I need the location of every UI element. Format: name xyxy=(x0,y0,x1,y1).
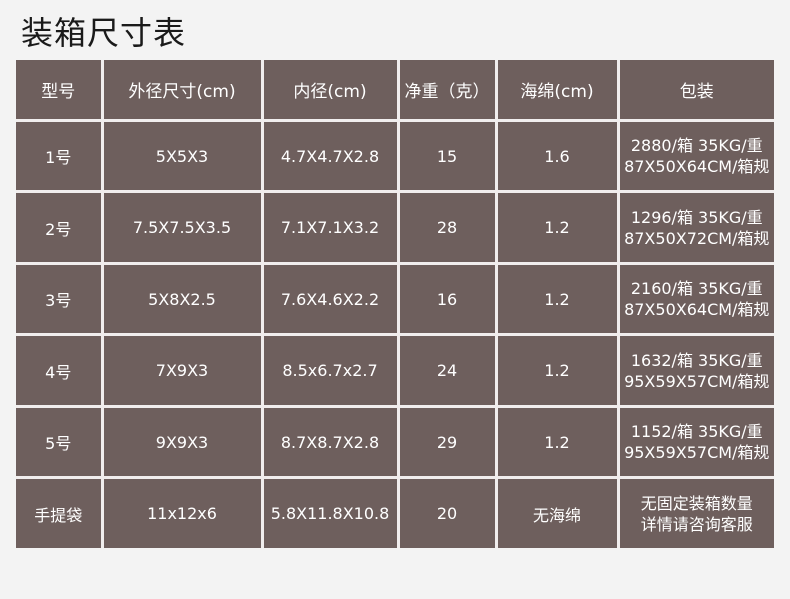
packaging-line-1: 无固定装箱数量 xyxy=(640,493,753,513)
cell-outer-size: 11x12x6 xyxy=(100,476,264,548)
cell-inner-size: 4.7X4.7X2.8 xyxy=(260,118,400,194)
packaging-line-1: 2160/箱 35KG/重 xyxy=(630,279,763,299)
packaging-line-2: 详情请咨询客服 xyxy=(640,514,753,534)
cell-net-weight: 20 xyxy=(396,476,498,548)
table-row: 2号 7.5X7.5X3.5 7.1X7.1X3.2 28 1.2 1296/箱… xyxy=(16,190,774,265)
cell-model: 手提袋 xyxy=(16,476,104,548)
cell-outer-size: 5X5X3 xyxy=(100,118,264,194)
header-outer-size: 外径尺寸(cm) xyxy=(100,60,264,122)
cell-sponge: 1.2 xyxy=(494,404,620,480)
cell-net-weight: 16 xyxy=(396,261,498,337)
packaging-line-1: 1632/箱 35KG/重 xyxy=(630,350,763,370)
cell-outer-size: 9X9X3 xyxy=(100,404,264,480)
table-row: 1号 5X5X3 4.7X4.7X2.8 15 1.6 2880/箱 35KG/… xyxy=(16,118,774,194)
packaging-line-2: 87X50X72CM/箱规 xyxy=(624,228,770,248)
cell-model: 1号 xyxy=(16,118,104,194)
cell-net-weight: 28 xyxy=(396,190,498,265)
cell-model: 2号 xyxy=(16,190,104,265)
cell-inner-size: 7.6X4.6X2.2 xyxy=(260,261,400,337)
header-packaging: 包装 xyxy=(616,60,774,122)
cell-packaging: 2880/箱 35KG/重 87X50X64CM/箱规 xyxy=(616,118,774,194)
cell-outer-size: 5X8X2.5 xyxy=(100,261,264,337)
header-net-weight: 净重（克） xyxy=(396,60,498,122)
cell-net-weight: 24 xyxy=(396,333,498,408)
cell-packaging: 1632/箱 35KG/重 95X59X57CM/箱规 xyxy=(616,333,774,408)
cell-net-weight: 29 xyxy=(396,404,498,480)
cell-packaging: 2160/箱 35KG/重 87X50X64CM/箱规 xyxy=(616,261,774,337)
packaging-line-2: 95X59X57CM/箱规 xyxy=(624,371,770,391)
cell-net-weight: 15 xyxy=(396,118,498,194)
header-model: 型号 xyxy=(16,60,104,122)
packaging-line-1: 2880/箱 35KG/重 xyxy=(630,136,763,156)
table-row: 5号 9X9X3 8.7X8.7X2.8 29 1.2 1152/箱 35KG/… xyxy=(16,404,774,480)
packing-size-table: 型号 外径尺寸(cm) 内径(cm) 净重（克） 海绵(cm) 包装 1号 5X… xyxy=(16,60,774,548)
packaging-line-2: 95X59X57CM/箱规 xyxy=(624,443,770,463)
cell-packaging: 无固定装箱数量 详情请咨询客服 xyxy=(616,476,774,548)
page-title: 装箱尺寸表 xyxy=(21,14,187,52)
cell-inner-size: 7.1X7.1X3.2 xyxy=(260,190,400,265)
cell-inner-size: 8.5x6.7x2.7 xyxy=(260,333,400,408)
table-header-row: 型号 外径尺寸(cm) 内径(cm) 净重（克） 海绵(cm) 包装 xyxy=(16,60,774,122)
cell-packaging: 1152/箱 35KG/重 95X59X57CM/箱规 xyxy=(616,404,774,480)
cell-sponge: 1.2 xyxy=(494,190,620,265)
packaging-line-1: 1152/箱 35KG/重 xyxy=(630,422,763,442)
cell-sponge: 1.2 xyxy=(494,261,620,337)
table-row: 4号 7X9X3 8.5x6.7x2.7 24 1.2 1632/箱 35KG/… xyxy=(16,333,774,408)
cell-inner-size: 5.8X11.8X10.8 xyxy=(260,476,400,548)
cell-model: 3号 xyxy=(16,261,104,337)
table-row: 手提袋 11x12x6 5.8X11.8X10.8 20 无海绵 无固定装箱数量… xyxy=(16,476,774,548)
cell-model: 5号 xyxy=(16,404,104,480)
cell-inner-size: 8.7X8.7X2.8 xyxy=(260,404,400,480)
cell-model: 4号 xyxy=(16,333,104,408)
header-inner-size: 内径(cm) xyxy=(260,60,400,122)
cell-sponge: 1.2 xyxy=(494,333,620,408)
cell-sponge: 1.6 xyxy=(494,118,620,194)
table-row: 3号 5X8X2.5 7.6X4.6X2.2 16 1.2 2160/箱 35K… xyxy=(16,261,774,337)
cell-sponge: 无海绵 xyxy=(494,476,620,548)
cell-outer-size: 7X9X3 xyxy=(100,333,264,408)
packaging-line-2: 87X50X64CM/箱规 xyxy=(624,157,770,177)
packaging-line-2: 87X50X64CM/箱规 xyxy=(624,300,770,320)
header-sponge: 海绵(cm) xyxy=(494,60,620,122)
packaging-line-1: 1296/箱 35KG/重 xyxy=(630,207,763,227)
cell-outer-size: 7.5X7.5X3.5 xyxy=(100,190,264,265)
cell-packaging: 1296/箱 35KG/重 87X50X72CM/箱规 xyxy=(616,190,774,265)
